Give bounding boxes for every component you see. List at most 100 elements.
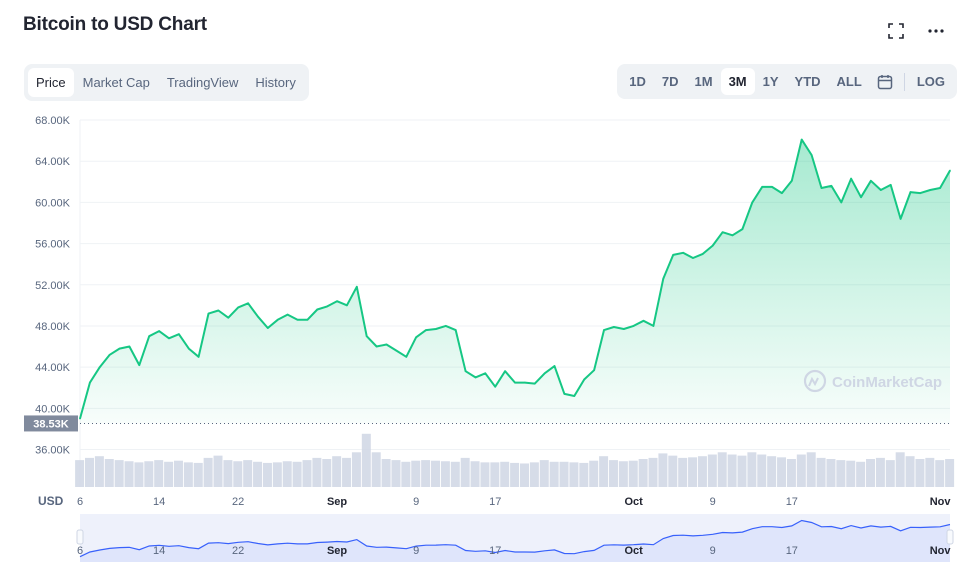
range-ytd[interactable]: YTD bbox=[794, 74, 821, 89]
volume-bar bbox=[935, 460, 945, 487]
navigator-tick-label: Nov bbox=[930, 545, 952, 557]
range-all[interactable]: ALL bbox=[836, 74, 862, 89]
price-point bbox=[197, 356, 200, 358]
tab-tradingview[interactable]: TradingView bbox=[166, 75, 239, 90]
volume-bar bbox=[529, 462, 539, 487]
log-toggle[interactable]: LOG bbox=[916, 74, 945, 89]
price-point bbox=[830, 185, 833, 187]
chart-toolbar-icons bbox=[887, 22, 945, 40]
volume-bar bbox=[371, 452, 381, 487]
baseline-tag bbox=[24, 415, 78, 432]
range-1d[interactable]: 1D bbox=[629, 74, 646, 89]
watermark: CoinMarketCap bbox=[803, 369, 942, 393]
chart-grid bbox=[79, 119, 950, 487]
range-3m[interactable]: 3M bbox=[720, 68, 755, 95]
volume-bar bbox=[648, 457, 658, 487]
tab-market-cap[interactable]: Market Cap bbox=[82, 75, 150, 90]
calendar-icon[interactable] bbox=[870, 68, 900, 95]
volume-bar bbox=[134, 462, 144, 487]
price-point bbox=[563, 393, 566, 395]
volume-bar bbox=[391, 460, 401, 487]
volume-bar bbox=[440, 461, 450, 487]
price-point bbox=[138, 364, 141, 366]
price-point bbox=[464, 370, 467, 373]
price-point bbox=[632, 325, 635, 327]
volume-bar bbox=[737, 455, 747, 487]
price-point bbox=[375, 345, 378, 348]
price-point bbox=[336, 300, 338, 303]
y-tick-label: 68.00K bbox=[35, 115, 71, 127]
price-point bbox=[158, 330, 160, 332]
price-point bbox=[425, 329, 427, 331]
volume-bar bbox=[351, 452, 361, 487]
price-point bbox=[543, 372, 546, 375]
price-point bbox=[286, 313, 289, 316]
volume-bar bbox=[796, 454, 806, 487]
price-point bbox=[365, 335, 368, 338]
volume-bar bbox=[183, 462, 193, 487]
volume-bar bbox=[885, 460, 895, 487]
price-point bbox=[395, 349, 398, 352]
navigator-tick-label: 22 bbox=[232, 545, 244, 557]
time-range-selector: 1D 7D 1M 3M 1Y YTD ALL LOG bbox=[617, 64, 957, 99]
volume-bar bbox=[332, 456, 342, 487]
volume-bar bbox=[164, 461, 174, 487]
price-point bbox=[840, 201, 843, 204]
price-point bbox=[405, 356, 408, 358]
volume-bar bbox=[173, 460, 183, 487]
volume-bar bbox=[124, 461, 134, 487]
volume-bar bbox=[836, 460, 846, 487]
range-1y[interactable]: 1Y bbox=[762, 74, 779, 89]
volume-bar bbox=[658, 453, 668, 487]
navigator-background bbox=[80, 514, 950, 562]
y-tick-label: 36.00K bbox=[35, 445, 71, 457]
tab-history[interactable]: History bbox=[255, 75, 296, 90]
navigator-tick-label: 9 bbox=[710, 545, 716, 557]
price-point bbox=[168, 337, 170, 340]
price-point bbox=[771, 186, 773, 188]
volume-bar bbox=[786, 459, 796, 487]
price-point bbox=[128, 345, 131, 348]
x-tick-label: Nov bbox=[930, 496, 952, 508]
volume-bar bbox=[638, 459, 648, 487]
price-point bbox=[306, 318, 309, 321]
price-point bbox=[524, 381, 526, 384]
x-tick-label: 9 bbox=[413, 496, 419, 508]
currency-label: USD bbox=[38, 494, 64, 508]
navigator-tick-label: 6 bbox=[77, 545, 83, 557]
volume-bar bbox=[905, 456, 915, 487]
x-tick-label: Oct bbox=[624, 496, 643, 508]
volume-bar bbox=[460, 457, 470, 487]
y-axis: 68.00K 64.00K 60.00K 56.00K 52.00K 48.00K 44.0… bbox=[35, 115, 71, 457]
price-point bbox=[385, 343, 388, 346]
volume-bar bbox=[500, 461, 510, 487]
range-1m[interactable]: 1M bbox=[694, 74, 713, 89]
tab-price[interactable]: Price bbox=[28, 68, 74, 97]
volume-bar bbox=[411, 460, 421, 487]
navigator-area bbox=[80, 520, 950, 562]
price-point bbox=[573, 395, 576, 397]
price-point bbox=[494, 385, 497, 388]
price-line bbox=[79, 138, 951, 419]
navigator-handle-right[interactable] bbox=[946, 529, 954, 545]
price-area bbox=[79, 138, 951, 424]
volume-bar bbox=[203, 457, 213, 487]
navigator-handle-left[interactable] bbox=[76, 529, 84, 545]
range-7d[interactable]: 7D bbox=[661, 74, 679, 89]
volume-bar bbox=[589, 460, 599, 487]
price-point bbox=[346, 304, 348, 307]
volume-bar bbox=[381, 459, 391, 487]
navigator-tick-label: Oct bbox=[624, 545, 643, 557]
expand-icon[interactable] bbox=[887, 22, 905, 40]
price-point bbox=[435, 328, 437, 330]
page-title: Bitcoin to USD Chart bbox=[23, 14, 207, 35]
navigator-line bbox=[79, 519, 951, 558]
watermark-text: CoinMarketCap bbox=[832, 374, 942, 391]
x-tick-label: 9 bbox=[710, 496, 716, 508]
price-point bbox=[810, 154, 813, 156]
baseline-marker: 38.53K bbox=[24, 415, 950, 432]
volume-bar bbox=[559, 461, 569, 487]
more-icon[interactable] bbox=[927, 22, 945, 40]
volume-bar bbox=[668, 455, 678, 487]
volume-bar bbox=[549, 461, 559, 487]
